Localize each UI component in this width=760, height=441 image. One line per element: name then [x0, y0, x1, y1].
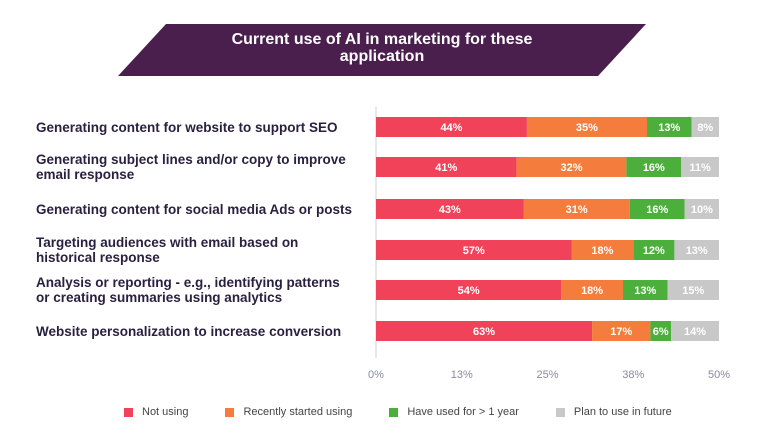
bar-segment	[633, 240, 675, 260]
legend-swatch	[124, 407, 133, 417]
bar-segment	[376, 199, 524, 219]
data-label: 14%	[684, 326, 706, 338]
bar-segment	[516, 157, 627, 177]
bar-segment	[561, 280, 623, 300]
data-label: 41%	[435, 162, 457, 174]
legend-label: Not using	[142, 406, 189, 418]
bar-segment	[629, 199, 685, 219]
bar-segment	[376, 117, 527, 137]
x-tick-label: 0%	[368, 369, 384, 381]
x-tick-label: 13%	[451, 369, 473, 381]
category-label-line: Website personalization to increase conv…	[36, 323, 342, 339]
bar-segment	[681, 157, 719, 177]
legend-item: Plan to use in future	[555, 406, 672, 418]
x-tick-label: 50%	[708, 369, 730, 381]
category-label: Analysis or reporting - e.g., identifyin…	[36, 275, 366, 305]
data-label: 63%	[473, 326, 495, 338]
bar-segment	[684, 199, 719, 219]
bar-segment	[667, 280, 719, 300]
category-label: Website personalization to increase conv…	[36, 324, 366, 339]
bar-segment	[592, 321, 651, 341]
category-label-line: Generating subject lines and/or copy to …	[36, 152, 346, 167]
legend-label: Have used for > 1 year	[407, 406, 519, 418]
data-label: 57%	[463, 245, 485, 257]
chart-title-line-2: application	[339, 48, 425, 65]
category-label-line: Generating content for social media Ads …	[36, 201, 353, 217]
legend-swatch	[555, 407, 565, 417]
category-label-line: Generating content for website to suppor…	[36, 119, 338, 135]
legend-swatch	[225, 407, 235, 417]
bar-segment	[376, 280, 562, 300]
data-label: 44%	[440, 122, 462, 134]
bar-segment	[670, 321, 719, 341]
category-label: Generating subject lines and/or copy to …	[36, 152, 366, 182]
bar-segment	[691, 117, 719, 137]
bar-segment	[523, 199, 630, 219]
legend-label: Recently started using	[243, 406, 353, 418]
legend-item: Not using	[124, 406, 188, 418]
title-banner-shape	[118, 24, 646, 76]
bar-segment	[622, 280, 668, 300]
data-label: 31%	[566, 204, 588, 216]
data-label: 13%	[686, 245, 708, 257]
bar-segment	[626, 157, 682, 177]
data-label: 15%	[682, 285, 704, 297]
data-label: 13%	[634, 285, 656, 297]
legend-item: Recently started using	[225, 406, 352, 418]
bar-segment	[650, 321, 671, 341]
x-tick-label: 38%	[622, 369, 644, 381]
category-label: Generating content for social media Ads …	[36, 202, 366, 217]
data-label: 16%	[646, 204, 668, 216]
data-label: 6%	[653, 326, 669, 338]
chart-title: Current use of AI in marketing for these…	[118, 31, 646, 65]
bar-segment	[571, 240, 634, 260]
x-tick-label: 25%	[536, 369, 558, 381]
legend-label: Plan to use in future	[573, 406, 672, 418]
chart-title-line-1: Current use of AI in marketing for these	[231, 31, 533, 48]
category-label-line: historical response	[36, 250, 160, 265]
data-label: 13%	[658, 122, 680, 134]
data-label: 43%	[439, 204, 461, 216]
bar-segment	[674, 240, 719, 260]
bar-segment	[376, 240, 572, 260]
legend-item: Have used for > 1 year	[389, 406, 519, 418]
data-label: 11%	[689, 162, 711, 174]
category-label-line: or creating summaries using analytics	[36, 290, 283, 305]
legend-swatch	[389, 407, 399, 417]
category-label: Targeting audiences with email based on h…	[36, 235, 366, 265]
legend: Not using Recently started using Have used…	[124, 404, 709, 420]
data-label: 35%	[576, 122, 598, 134]
data-label: 16%	[643, 162, 665, 174]
bar-segment	[376, 321, 593, 341]
data-label: 12%	[643, 245, 665, 257]
bar-segment	[376, 157, 517, 177]
category-label-line: email response	[36, 167, 135, 182]
bar-segment	[646, 117, 692, 137]
data-label: 54%	[458, 285, 480, 297]
category-label-line: Targeting audiences with email based on	[36, 235, 299, 250]
data-label: 18%	[591, 245, 613, 257]
category-label: Generating content for website to suppor…	[36, 120, 366, 135]
title-banner: Current use of AI in marketing for these…	[118, 24, 646, 76]
data-label: 10%	[691, 204, 713, 216]
data-label: 17%	[610, 326, 632, 338]
category-label-line: Analysis or reporting - e.g., identifyin…	[36, 275, 340, 290]
bar-segment	[526, 117, 647, 137]
data-label: 32%	[560, 162, 582, 174]
data-label: 8%	[697, 122, 713, 134]
data-label: 18%	[581, 285, 603, 297]
